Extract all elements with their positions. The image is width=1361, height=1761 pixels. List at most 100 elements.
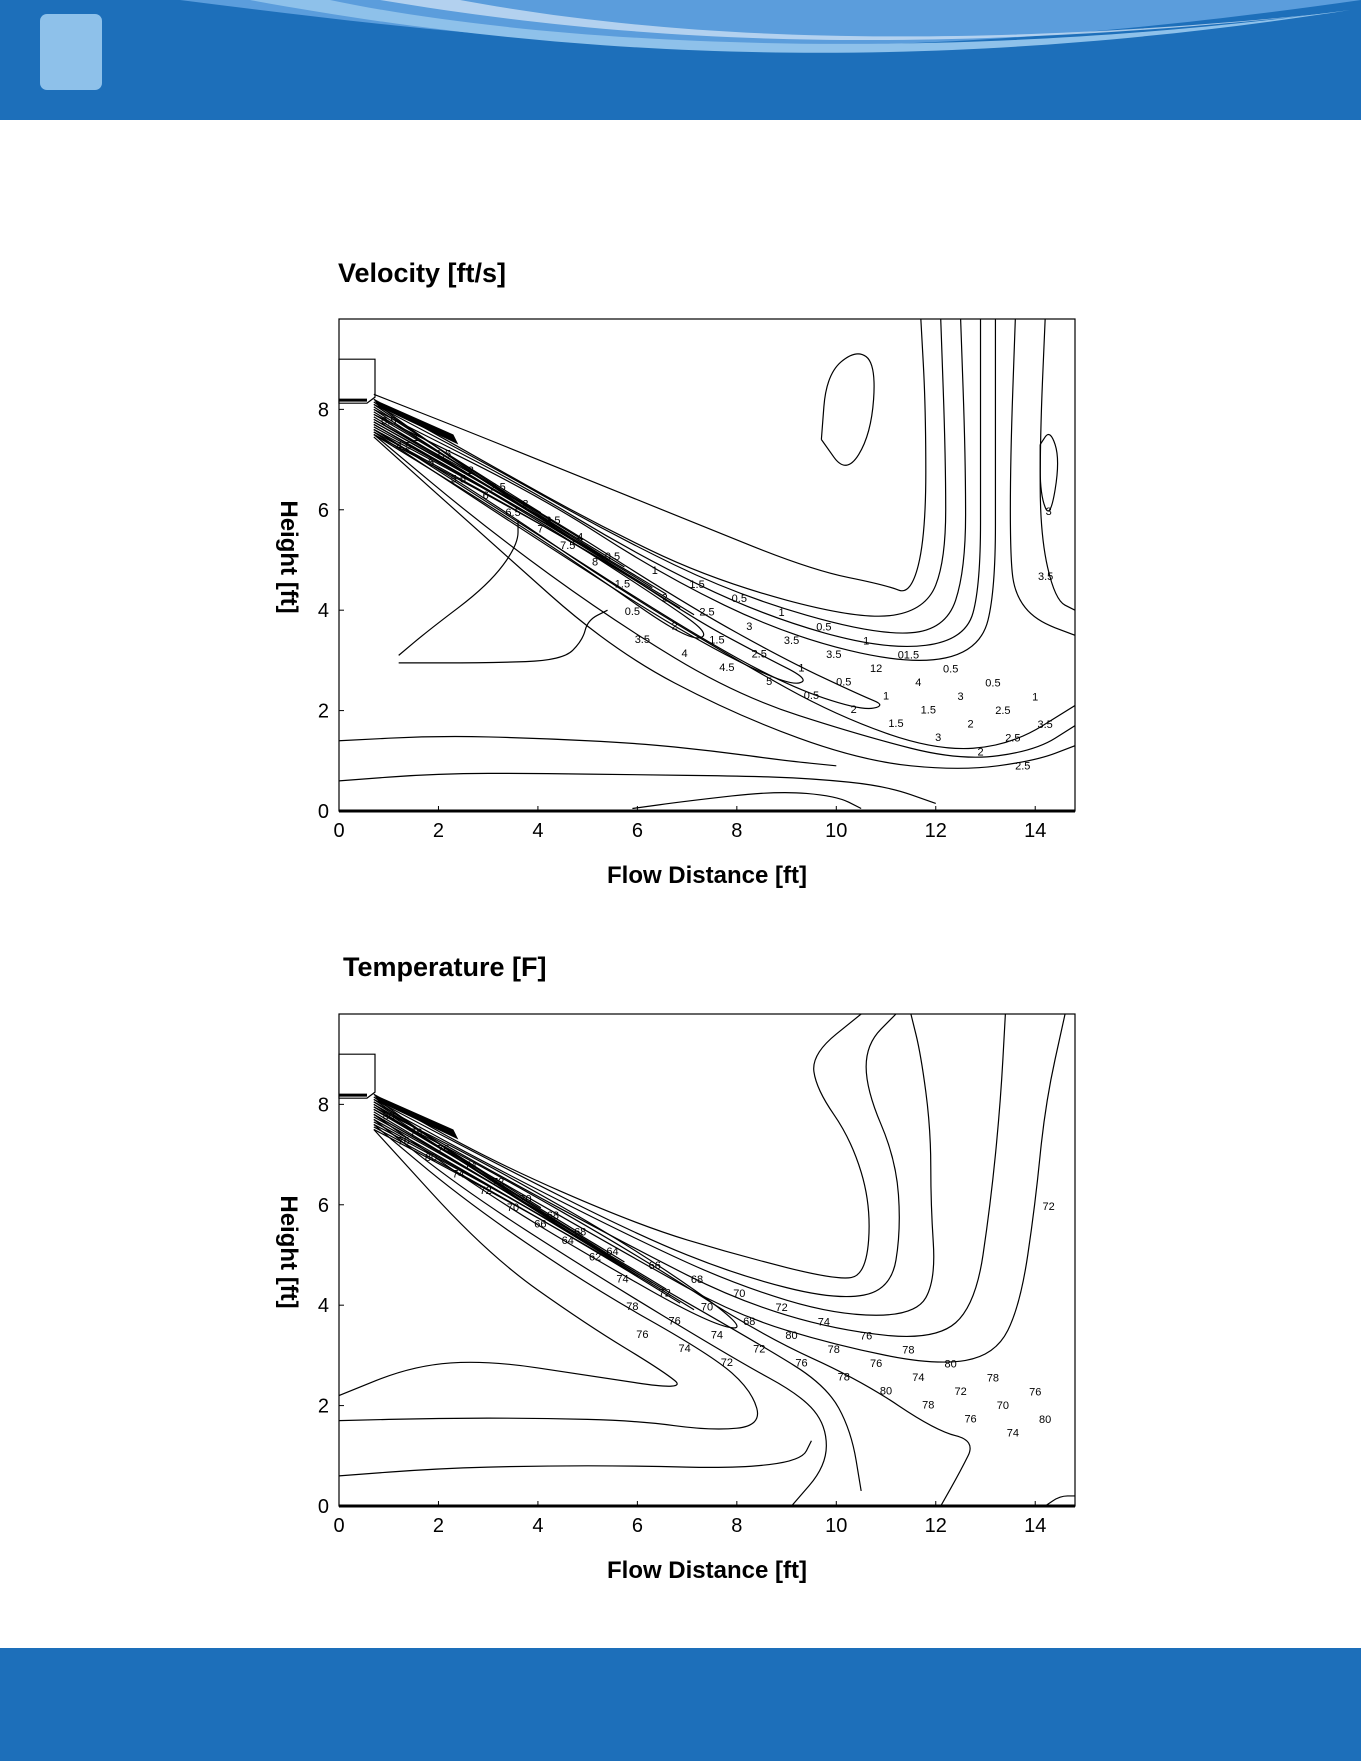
contour-label: 68 [547,1210,559,1222]
contour-label: 1 [863,635,869,647]
contour-lines [339,319,1075,810]
contour-label: 72 [659,1288,671,1300]
contour-label: 74 [818,1316,830,1328]
contour-line-1.5 [373,428,1075,750]
x-axis-label: Flow Distance [ft] [607,1557,807,1584]
x-tick-label: 12 [925,820,947,842]
x-tick-label: 0 [333,820,344,842]
x-tick-label: 4 [532,1515,543,1537]
jet-core-fill [373,1094,459,1140]
contour-line-1 [339,772,936,805]
contour-label: 3.5 [1038,571,1053,583]
contour-label: 5.5 [451,474,466,486]
contour-label: 80 [945,1358,957,1370]
y-tick-label: 8 [318,1094,329,1116]
contour-label: 70 [519,1193,531,1205]
x-tick-label: 14 [1024,1515,1046,1537]
x-tick-label: 0 [333,1515,344,1537]
contour-label: 2.5 [490,482,505,494]
contour-label: 2 [662,593,668,605]
contour-label: 0.5 [605,551,620,563]
contour-line-0.5 [820,353,875,466]
jet-core-lines [373,399,695,616]
contour-label: 74 [678,1343,690,1355]
contour-label: 1.5 [615,579,630,591]
contour-label: 3.5 [826,649,841,661]
contour-label: 72 [480,1185,492,1197]
contour-label: 78 [626,1301,638,1313]
y-tick-label: 6 [318,1195,329,1217]
contour-label: 8 [592,557,598,569]
contour-label: 3 [935,732,941,744]
contour-label: 2.5 [995,705,1010,717]
temperature-chart-title: Temperature [F] [343,952,547,982]
contour-line-72 [373,1108,971,1506]
jet-core-lines [373,1094,695,1311]
x-tick-label: 4 [532,820,543,842]
contour-label: 3.5 [635,634,650,646]
contour-label: 1 [413,432,419,444]
contour-label: 80 [425,1152,437,1164]
contour-label: 2.5 [752,648,767,660]
contour-label: 80 [1039,1414,1051,1426]
x-tick-label: 6 [632,1515,643,1537]
jet-core-line [373,413,583,541]
jet-core-line [373,1101,542,1209]
contour-line-0.5 [373,319,927,592]
x-tick-label: 12 [925,1515,947,1537]
contour-label: 1.5 [689,579,704,591]
contour-label: 66 [649,1260,661,1272]
contour-label: 70 [733,1288,745,1300]
jet-core-line [373,433,695,616]
contour-label: 12 [870,663,882,675]
jet-core-line [373,428,667,595]
contour-line-0.5 [373,436,1075,769]
contour-label: 3.5 [1038,719,1053,731]
contour-line-72 [1044,1495,1075,1506]
contour-line-0.5 [398,519,519,656]
contour-label: 1 [1032,692,1038,704]
contour-label: 2 [851,704,857,716]
x-tick-label: 2 [433,820,444,842]
jet-core-line [373,1116,625,1263]
contour-label: 1 [798,662,804,674]
contour-label: 70 [507,1202,519,1214]
jet-core-fill [373,399,459,445]
contour-label: 72 [954,1386,966,1398]
contour-line-3 [1009,319,1075,636]
contour-line-0.5 [398,609,608,664]
contour-label: 76 [795,1357,807,1369]
y-tick-label: 4 [318,600,329,622]
contour-line-78 [339,1123,759,1430]
contour-line-2 [373,319,982,648]
contour-line-76 [373,1118,827,1506]
contour-line-70 [373,1106,738,1329]
contour-label: 0.5 [381,415,396,427]
contour-label: 74 [711,1329,723,1341]
contour-lines [339,1014,1075,1506]
contour-label: 74 [465,1160,477,1172]
contour-line-1.5 [373,319,967,634]
contour-label: 72 [775,1302,787,1314]
contour-label: 80 [383,1110,395,1122]
contour-line-2.5 [373,319,997,661]
x-tick-label: 6 [632,820,643,842]
inlet-diffuser-shape [338,1053,376,1099]
contour-label: 1.5 [921,705,936,717]
contour-label: 5 [428,457,434,469]
header-wave-graphic [0,0,1361,120]
plot-area-frame [338,318,1076,812]
y-axis-label: Height [ft] [275,500,302,613]
contour-label: 01.5 [898,649,919,661]
header-logo-square [40,14,102,90]
contour-line-78 [373,1014,900,1298]
jet-core-line [373,1108,583,1236]
contour-label: 0.5 [985,677,1000,689]
contour-label: 4.5 [719,662,734,674]
contour-line-0.5 [632,791,862,810]
contour-label: 7.5 [560,540,575,552]
contour-label: 2.5 [1005,733,1020,745]
inlet-diffuser-shape [338,358,376,404]
contour-label: 78 [922,1400,934,1412]
contour-line-1 [373,434,1075,758]
